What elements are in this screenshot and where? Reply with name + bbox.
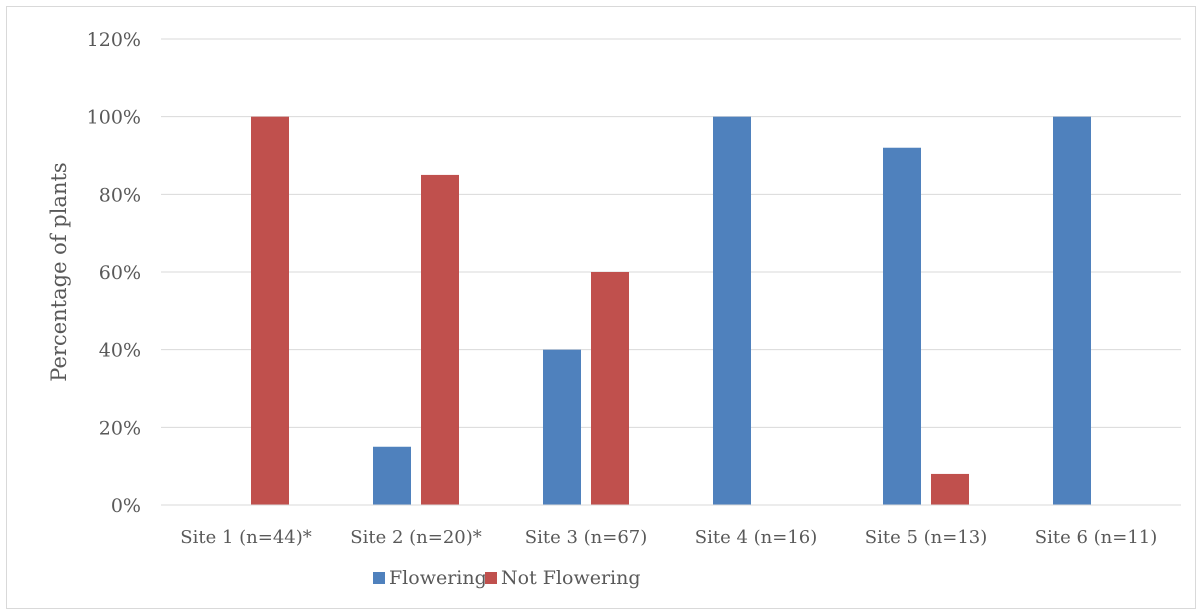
bar-not-flowering-5	[931, 473, 969, 505]
bar-flowering-5	[883, 147, 921, 505]
bar-flowering-3	[543, 349, 581, 505]
bar-not-flowering-3	[591, 272, 629, 505]
x-category-label: Site 6 (n=11)	[1035, 527, 1158, 548]
y-axis-title: Percentage of plants	[47, 162, 71, 381]
bar-flowering-2	[373, 446, 411, 505]
gridlines	[161, 38, 1181, 428]
y-tick-label: 40%	[99, 340, 141, 362]
x-axis-labels: Site 1 (n=44)* Site 2 (n=20)* Site 3 (n=67…	[180, 527, 1157, 548]
bar-flowering-6	[1053, 116, 1091, 506]
legend: Flowering Not Flowering	[373, 567, 641, 589]
legend-label: Flowering	[389, 567, 487, 589]
x-category-label: Site 2 (n=20)*	[350, 527, 482, 548]
y-tick-label: 20%	[99, 417, 141, 439]
bar-not-flowering-1	[251, 116, 289, 506]
legend-label: Not Flowering	[501, 567, 641, 589]
legend-swatch	[485, 572, 497, 584]
x-category-label: Site 3 (n=67)	[525, 527, 648, 548]
legend-swatch	[373, 572, 385, 584]
y-tick-label: 60%	[99, 262, 141, 284]
x-category-label: Site 1 (n=44)*	[180, 527, 312, 548]
y-axis-ticks: 0% 20% 40% 60% 80% 100% 120%	[87, 29, 141, 517]
bar-not-flowering-2	[421, 174, 459, 505]
y-tick-label: 120%	[87, 29, 141, 51]
x-category-label: Site 5 (n=13)	[865, 527, 988, 548]
y-tick-label: 0%	[111, 495, 141, 517]
bars	[251, 116, 1091, 506]
y-tick-label: 80%	[99, 184, 141, 206]
y-tick-label: 100%	[87, 107, 141, 129]
bar-flowering-4	[713, 116, 751, 506]
x-category-label: Site 4 (n=16)	[695, 527, 818, 548]
